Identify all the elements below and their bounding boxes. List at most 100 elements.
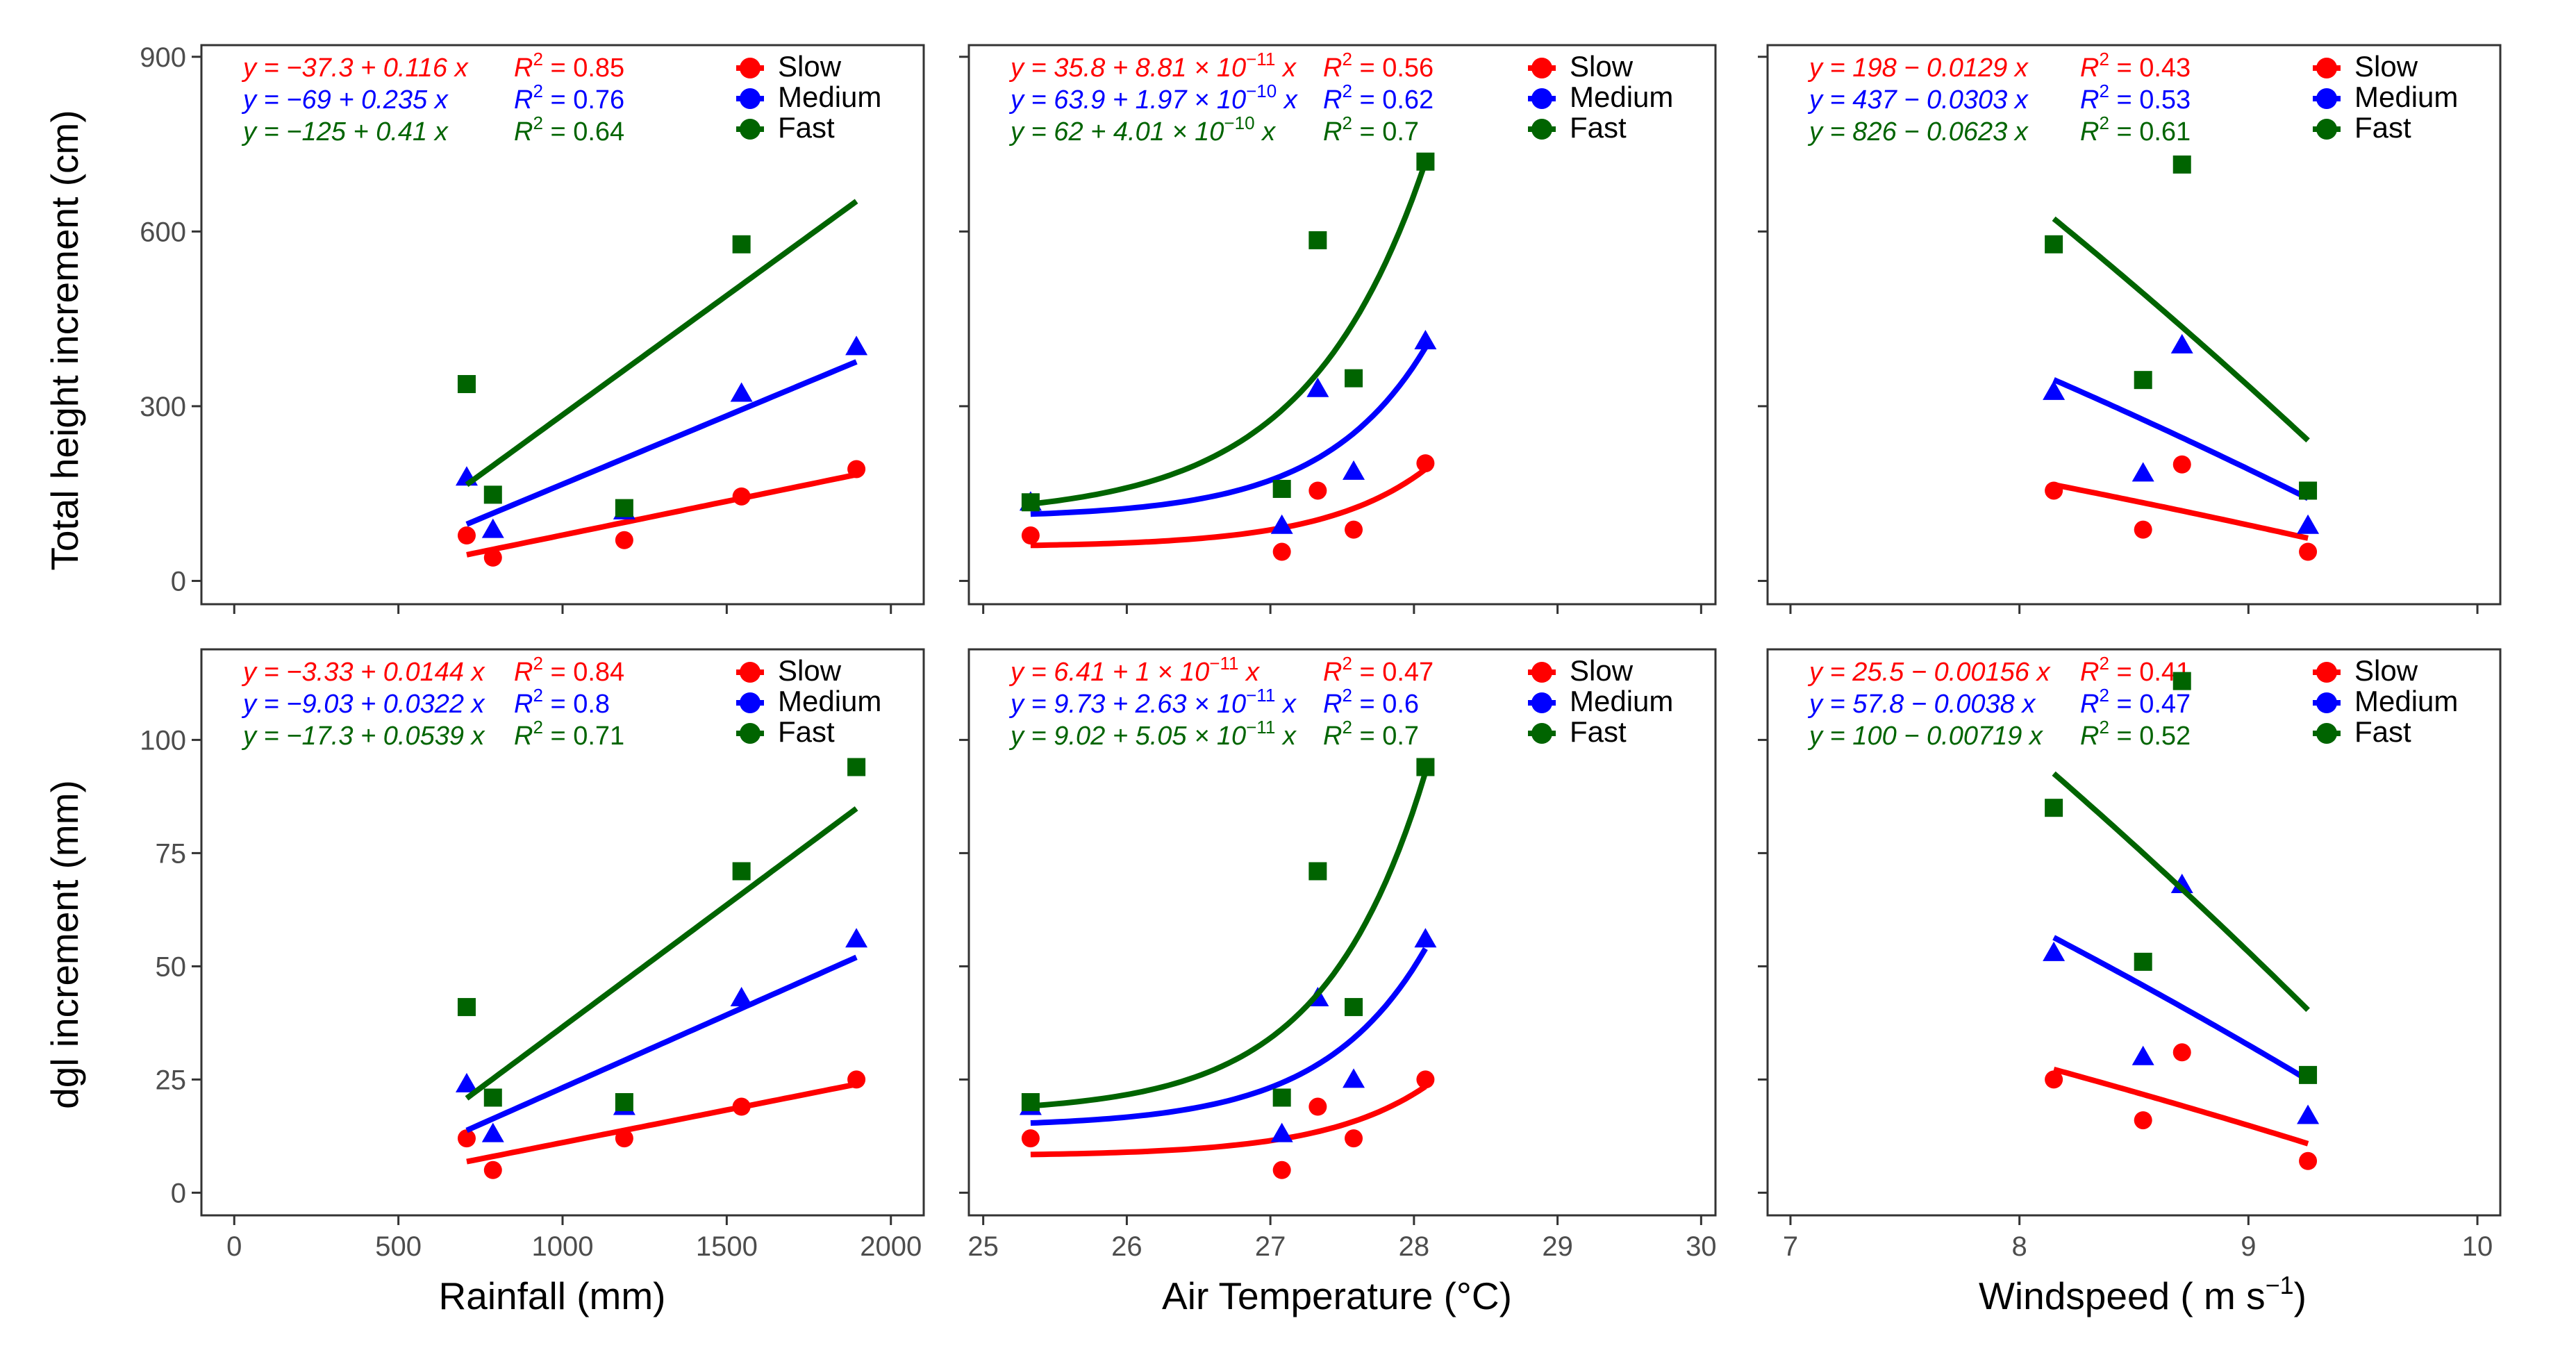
point-fast xyxy=(2045,799,2063,817)
point-slow xyxy=(847,1070,866,1089)
r2-slow: R2 = 0.84 xyxy=(514,653,624,687)
point-medium xyxy=(481,1122,504,1142)
panel-border xyxy=(1766,44,2502,606)
equation-fast: y = −17.3 + 0.0539 x xyxy=(241,722,486,751)
r2-symbol: R xyxy=(1323,658,1342,687)
equation-tail: x xyxy=(1275,722,1297,751)
r2-sup: 2 xyxy=(533,653,542,674)
legend-marker-fast xyxy=(2316,119,2337,140)
equation-text: y = 100 − 0.00719 x xyxy=(1807,722,2044,751)
point-medium xyxy=(2132,462,2154,482)
equation-tail: x xyxy=(1275,690,1297,719)
r2-symbol: R xyxy=(1323,53,1342,83)
point-slow xyxy=(1416,454,1435,473)
r2-value: = 0.52 xyxy=(2109,722,2191,751)
r2-medium: R2 = 0.47 xyxy=(2080,685,2191,719)
legend-label-slow: Slow xyxy=(1570,654,1634,687)
y-tick-label: 300 xyxy=(140,392,186,422)
r2-fast: R2 = 0.52 xyxy=(2080,717,2191,751)
equation-exponent: −11 xyxy=(1246,49,1275,69)
point-medium xyxy=(2132,1045,2154,1065)
legend-marker-slow xyxy=(2316,662,2337,683)
r2-value: = 0.53 xyxy=(2109,85,2191,115)
equation-exponent: −11 xyxy=(1246,685,1275,706)
r2-slow: R2 = 0.85 xyxy=(514,49,624,83)
equation-fast: y = 826 − 0.0623 x xyxy=(1807,117,2029,147)
equation-text: y = −69 + 0.235 x xyxy=(241,85,449,115)
legend-marker-fast xyxy=(2316,723,2337,744)
point-fast xyxy=(483,485,502,504)
point-fast xyxy=(615,499,633,517)
point-fast xyxy=(847,758,866,776)
equation-slow: y = 198 − 0.0129 x xyxy=(1807,53,2029,83)
point-slow xyxy=(457,526,476,545)
r2-symbol: R xyxy=(514,85,533,115)
point-fast xyxy=(1308,231,1327,249)
x-axis-title-windspeed: Windspeed ( m s−1) xyxy=(1979,1271,2307,1317)
equation-text: y = −37.3 + 0.116 x xyxy=(241,53,470,83)
legend-marker-slow xyxy=(1531,662,1552,683)
r2-sup: 2 xyxy=(2099,81,2109,101)
panel-border xyxy=(967,648,1717,1217)
r2-symbol: R xyxy=(2080,117,2099,147)
x-tick-label: 1500 xyxy=(696,1231,758,1262)
point-medium xyxy=(1270,1122,1293,1142)
x-axis-title-rainfall: Rainfall (mm) xyxy=(439,1274,666,1317)
x-tick-label: 8 xyxy=(2012,1231,2027,1262)
equation-medium: y = −9.03 + 0.0322 x xyxy=(241,690,486,719)
y-tick-label: 75 xyxy=(156,838,187,869)
r2-symbol: R xyxy=(514,117,533,147)
x-tick-label: 7 xyxy=(1783,1231,1798,1262)
x-tick-label: 29 xyxy=(1542,1231,1573,1262)
r2-value: = 0.64 xyxy=(543,117,624,147)
equation-fast: y = −125 + 0.41 x xyxy=(241,117,449,147)
fit-line-fast xyxy=(1030,771,1429,1109)
y-tick-label: 100 xyxy=(140,725,186,756)
point-slow xyxy=(483,548,502,567)
y-tick-label: 600 xyxy=(140,217,186,247)
point-fast xyxy=(457,375,476,394)
panel-border xyxy=(1766,648,2502,1217)
point-fast xyxy=(732,235,751,253)
equation-fast: y = 9.02 + 5.05 × 10−11 x xyxy=(1008,717,1297,751)
fit-line-medium xyxy=(1030,346,1428,517)
fit-line-fast xyxy=(465,199,858,488)
r2-slow: R2 = 0.56 xyxy=(1323,49,1434,83)
fit-line-fast xyxy=(1030,161,1429,507)
legend-label-slow: Slow xyxy=(2354,654,2418,687)
point-slow xyxy=(732,487,751,506)
legend-label-slow: Slow xyxy=(778,50,842,83)
legend-label-fast: Fast xyxy=(778,111,835,144)
point-fast xyxy=(1021,493,1040,512)
equation-slow: y = 6.41 + 1 × 10−11 x xyxy=(1008,653,1261,687)
r2-fast: R2 = 0.71 xyxy=(514,717,624,751)
r2-medium: R2 = 0.62 xyxy=(1323,81,1434,115)
legend-label-medium: Medium xyxy=(2354,81,2458,113)
point-slow xyxy=(2172,1043,2191,1062)
point-slow xyxy=(2045,481,2063,500)
equation-medium: y = 63.9 + 1.97 × 10−10 x xyxy=(1008,81,1299,115)
point-fast xyxy=(2172,672,2191,690)
r2-medium: R2 = 0.76 xyxy=(514,81,624,115)
r2-value: = 0.62 xyxy=(1352,85,1434,115)
r2-sup: 2 xyxy=(533,49,542,69)
point-fast xyxy=(2299,1065,2318,1084)
point-slow xyxy=(732,1097,751,1116)
r2-medium: R2 = 0.8 xyxy=(514,685,610,719)
point-slow xyxy=(2134,1111,2152,1130)
y-axis-title-bottom: dgl increment (mm) xyxy=(43,780,86,1109)
point-medium xyxy=(1414,928,1437,948)
equation-slow: y = 35.8 + 8.81 × 10−11 x xyxy=(1008,49,1297,83)
r2-sup: 2 xyxy=(533,685,542,706)
y-tick-label: 50 xyxy=(156,951,187,982)
point-slow xyxy=(2299,542,2318,561)
legend-marker-medium xyxy=(1531,88,1552,109)
point-slow xyxy=(2172,455,2191,474)
fit-line-fast xyxy=(465,806,858,1101)
point-medium xyxy=(2170,874,2193,894)
x-tick-label: 500 xyxy=(375,1231,422,1262)
y-tick-label: 0 xyxy=(171,566,186,597)
x-axis-title-windspeed-main: Windspeed ( m s xyxy=(1979,1274,2266,1317)
equation-medium: y = 57.8 − 0.0038 x xyxy=(1807,690,2036,719)
